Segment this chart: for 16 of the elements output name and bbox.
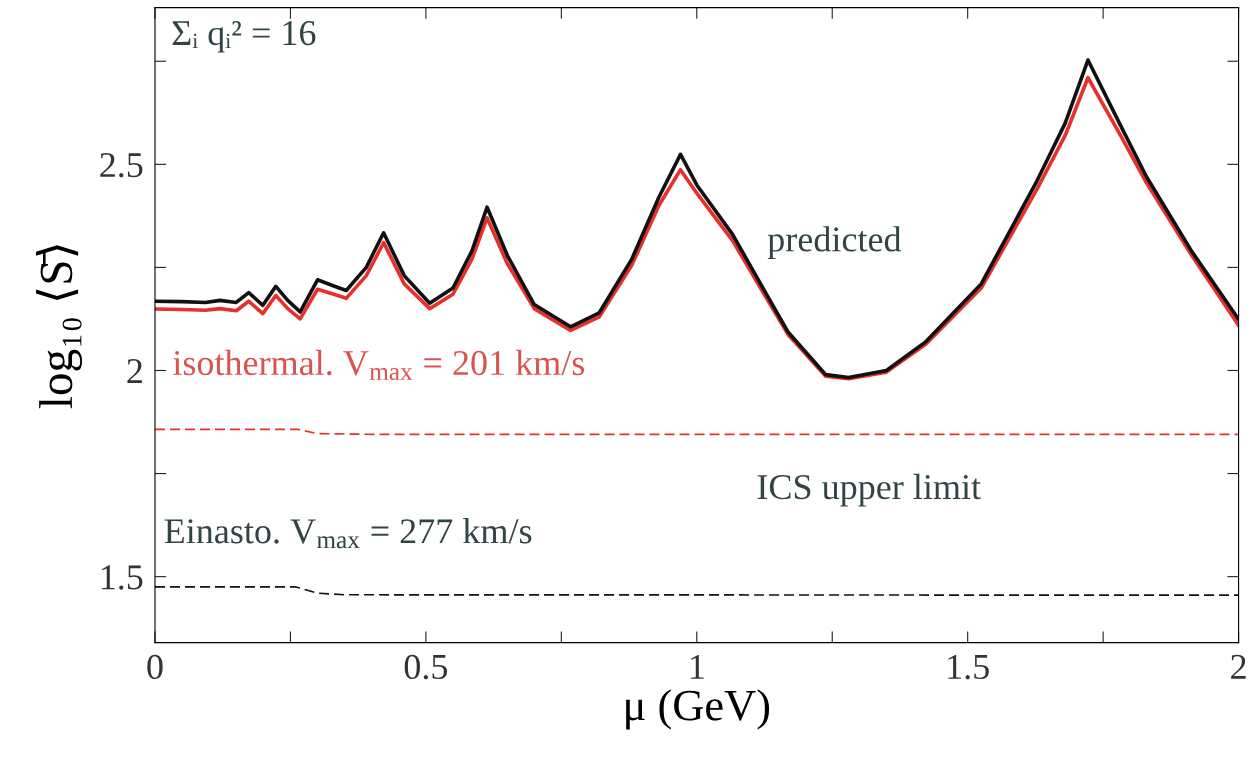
y-tick-label: 1.5 — [101, 565, 143, 590]
annotation: ICS upper limit — [757, 473, 981, 507]
x-tick-label: 1.5 — [948, 654, 989, 680]
y-axis-title: log₁₀ ⟨S̄⟩ — [36, 245, 83, 409]
x-tick-label: 2 — [1231, 654, 1246, 679]
x-tick-label: 1 — [690, 654, 704, 679]
annotation: Einasto. V$_{max}$ = 277 km/s — [164, 518, 532, 549]
line-series — [154, 586, 1239, 597]
y-tick-label: 2.5 — [100, 152, 143, 178]
x-axis-title: μ (GeV) — [626, 689, 770, 730]
annotation: predicted — [767, 226, 902, 259]
x-tick-label: 0 — [147, 654, 163, 680]
annotation: Σᵢ qᵢ² = 16 — [172, 20, 316, 53]
y-tick-label: 2 — [127, 359, 142, 384]
x-tick-label: 0.5 — [404, 654, 448, 680]
annotation: isothermal. V$_{max}$ = 201 km/s — [173, 349, 585, 381]
